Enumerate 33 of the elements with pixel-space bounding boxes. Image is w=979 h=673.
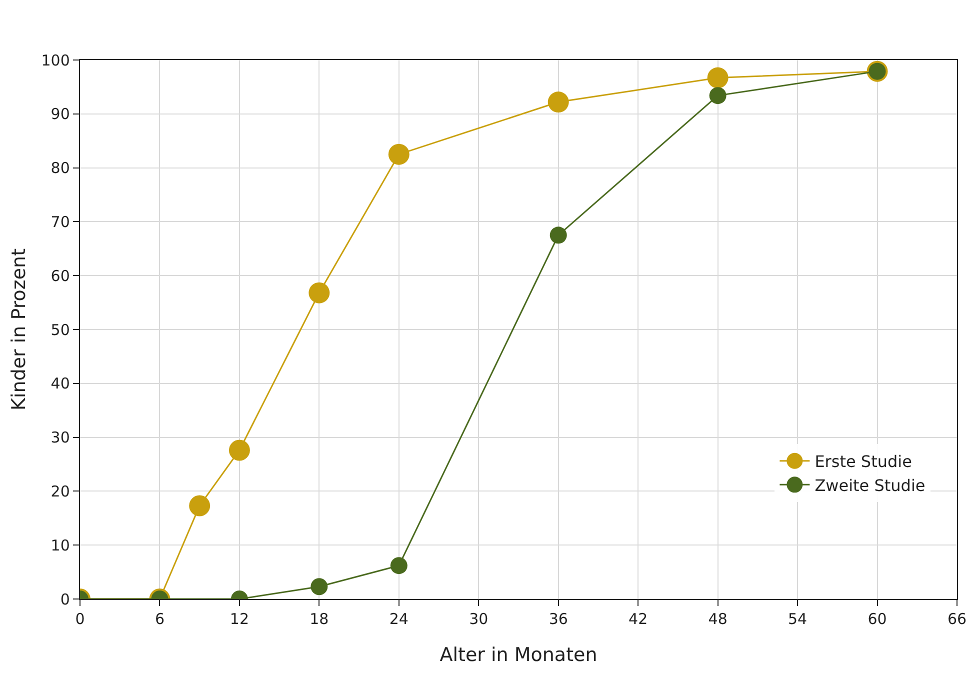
x-tick-label: 12 bbox=[230, 610, 249, 628]
x-tick-label: 36 bbox=[548, 610, 568, 628]
y-tick-label: 40 bbox=[50, 374, 70, 393]
x-tick-label: 42 bbox=[628, 610, 648, 628]
y-tick-label: 0 bbox=[60, 590, 70, 608]
x-tick-label: 54 bbox=[788, 610, 808, 628]
point bbox=[707, 67, 728, 88]
legend-label: Erste Studie bbox=[814, 452, 912, 472]
y-tick-label: 50 bbox=[50, 320, 70, 339]
legend-label: Zweite Studie bbox=[814, 476, 926, 495]
point bbox=[388, 144, 410, 165]
y-tick-label: 100 bbox=[41, 51, 70, 70]
x-tick-label: 0 bbox=[75, 610, 85, 628]
x-tick-label: 24 bbox=[389, 610, 408, 628]
x-tick-label: 60 bbox=[868, 610, 887, 628]
point bbox=[709, 87, 726, 104]
y-axis-title: Kinder in Prozent bbox=[8, 248, 30, 411]
x-tick-label: 48 bbox=[708, 610, 728, 628]
y-tick-label: 60 bbox=[50, 266, 70, 285]
y-tick-label: 90 bbox=[50, 105, 70, 124]
y-tick-label: 20 bbox=[50, 482, 70, 500]
x-tick-label: 18 bbox=[310, 610, 329, 628]
x-tick-label: 30 bbox=[469, 610, 488, 628]
point bbox=[550, 226, 567, 244]
x-axis-title: Alter in Monaten bbox=[440, 644, 598, 666]
y-tick-label: 30 bbox=[50, 428, 70, 447]
y-tick-label: 80 bbox=[50, 159, 70, 178]
y-tick-label: 10 bbox=[50, 536, 70, 554]
x-tick-label: 6 bbox=[154, 610, 165, 628]
point bbox=[308, 282, 330, 304]
x-tick-label: 66 bbox=[947, 610, 967, 628]
y-tick-label: 70 bbox=[50, 212, 70, 231]
point bbox=[548, 92, 569, 113]
